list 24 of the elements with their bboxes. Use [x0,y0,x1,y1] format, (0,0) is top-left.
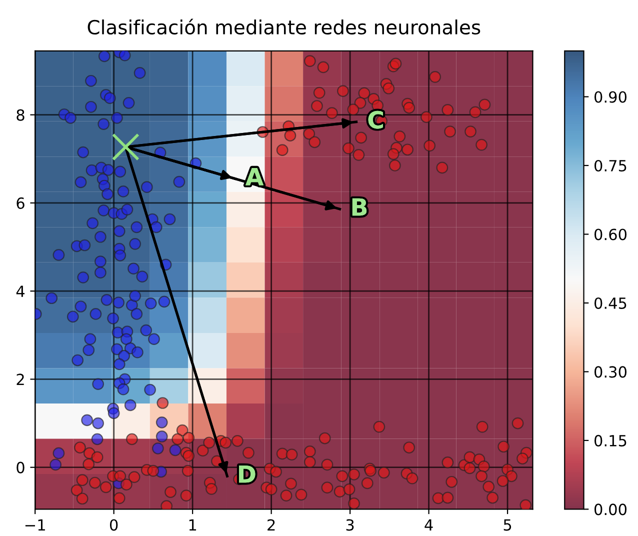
chart-title: Clasificación mediante redes neuronales [88,18,480,35]
color-bar-label: 0.90 [594,91,626,103]
color-bar-label: 0.00 [594,504,626,516]
y-tick-label: 2 [16,374,24,386]
x-tick-label: −1 [25,519,45,531]
color-bar-label: 0.15 [594,434,626,446]
color-bar-label: 0.75 [594,160,626,172]
y-tick-label: 0 [16,462,24,474]
x-tick-label: 4 [424,519,433,531]
x-tick-label: 3 [346,519,354,531]
annotation: D [239,465,256,483]
annotation: A [246,168,264,186]
y-tick-label: 6 [16,197,24,209]
annotation: C [368,110,383,129]
color-bar-label: 0.45 [594,297,626,309]
y-tick-label: 8 [16,109,24,121]
color-bar-label: 0.60 [594,228,626,240]
x-tick-label: 1 [189,519,196,531]
annotation: B [352,198,367,216]
color-bar-label: 0.30 [594,366,626,378]
x-tick-label: 5 [504,519,512,531]
y-tick-label: 4 [16,286,25,297]
x-tick-label: 2 [268,519,275,531]
x-tick-label: 0 [110,519,118,531]
